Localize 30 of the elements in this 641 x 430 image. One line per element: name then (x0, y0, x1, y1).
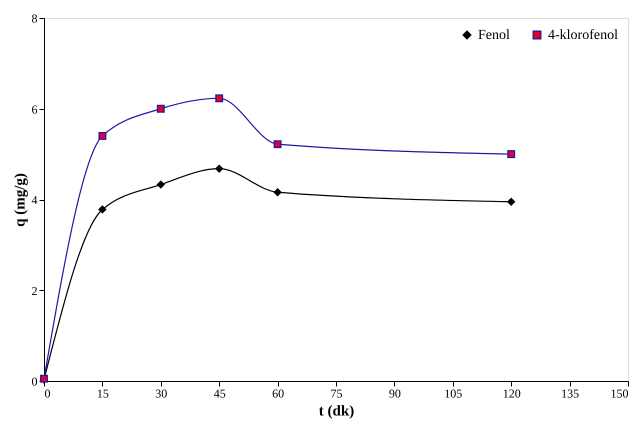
x-tick-label: 30 (155, 386, 168, 400)
y-tick-label: 4 (32, 193, 38, 207)
point (156, 104, 165, 113)
legend-label: 4-klorofenol (548, 28, 618, 43)
x-axis-title: t (dk) (318, 404, 354, 420)
x-tick-label: 105 (444, 386, 462, 400)
x-tick-label: 60 (272, 386, 284, 400)
point (215, 94, 224, 102)
x-tick-label: 45 (214, 386, 226, 400)
point (215, 164, 224, 173)
y-tick-label: 0 (32, 374, 38, 388)
legend-label: Fenol (478, 28, 510, 43)
point (274, 140, 282, 148)
y-tick-label: 2 (32, 284, 38, 298)
x-tick-label: 75 (330, 386, 342, 400)
x-tick-label: 120 (502, 386, 521, 400)
x-tick-label: 90 (388, 386, 401, 400)
x-tick-label: 150 (610, 386, 628, 400)
y-axis-title: q (mg/g) (12, 173, 28, 227)
point (507, 150, 516, 158)
y-tick-label: 6 (32, 102, 38, 116)
x-tick-label: 15 (96, 386, 109, 400)
point (274, 188, 282, 196)
point (98, 206, 106, 214)
point (507, 198, 516, 206)
x-tick-label: 135 (561, 386, 580, 400)
point (98, 132, 106, 140)
point (156, 180, 165, 188)
x-tick-label: 0 (44, 386, 50, 400)
y-tick-label: 8 (32, 12, 38, 26)
